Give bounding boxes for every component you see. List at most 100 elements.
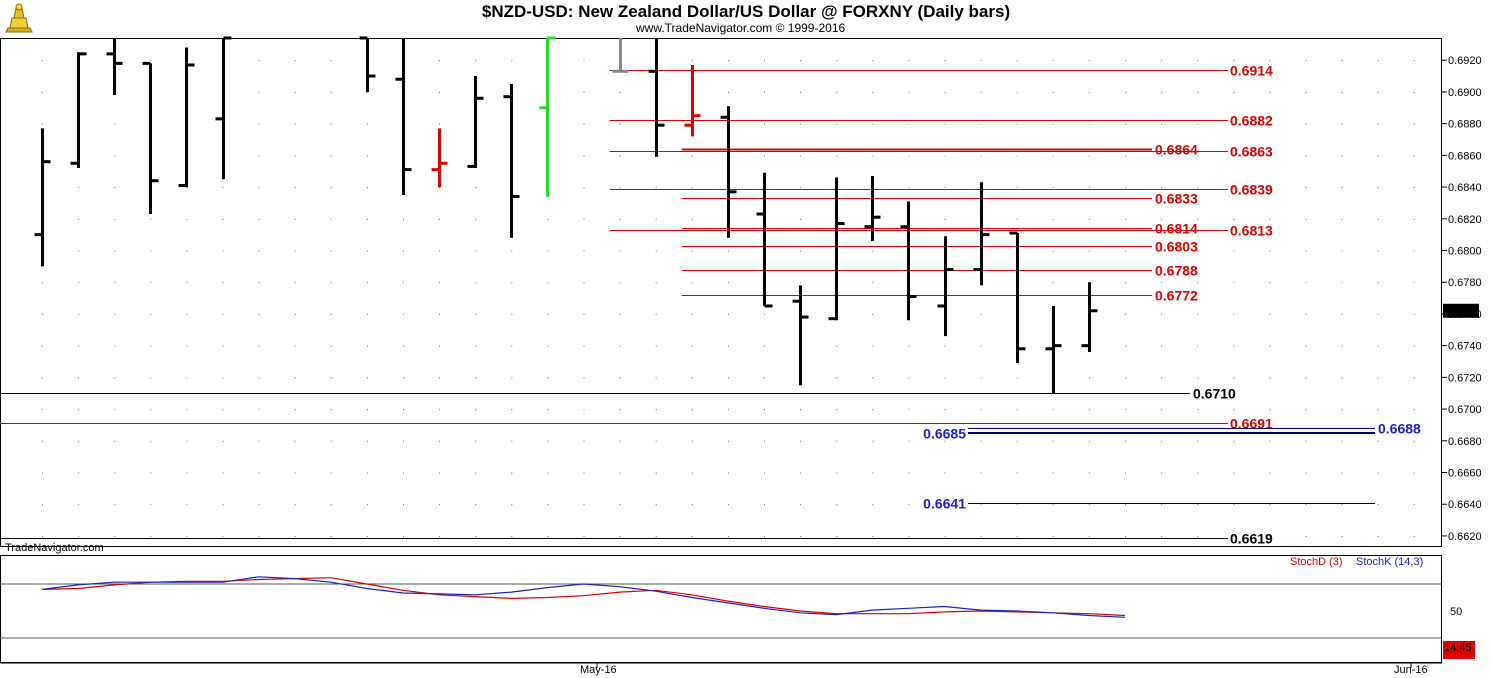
grid-dot — [258, 313, 260, 315]
grid-dot — [1233, 250, 1235, 252]
grid-dot — [294, 504, 296, 506]
grid-dot — [1125, 472, 1126, 474]
price-bar — [34, 128, 51, 267]
grid-dot — [1305, 409, 1307, 411]
grid-dot — [403, 504, 404, 506]
grid-dot — [655, 472, 657, 474]
grid-dot — [727, 345, 729, 347]
grid-dot — [114, 345, 116, 347]
grid-dot — [1341, 535, 1343, 537]
price-bar — [973, 182, 990, 286]
grid-dot — [78, 218, 80, 220]
grid-dot — [547, 313, 549, 315]
grid-dot — [366, 409, 368, 411]
grid-dot — [691, 377, 693, 379]
grid-dot — [872, 535, 874, 537]
grid-dot — [1161, 91, 1163, 93]
grid-dot — [1161, 504, 1163, 506]
grid-dot — [944, 123, 946, 125]
grid-dot — [1269, 377, 1271, 379]
grid-dot — [1088, 187, 1090, 189]
stochastic-last-tag — [1443, 641, 1475, 659]
grid-dot — [1233, 155, 1235, 157]
grid-dot — [258, 504, 260, 506]
grid-dot — [1233, 218, 1235, 220]
grid-dot — [980, 123, 982, 125]
grid-dot — [980, 440, 982, 442]
grid-dot — [294, 155, 296, 157]
grid-dot — [366, 440, 368, 442]
grid-dot — [294, 345, 296, 347]
grid-dot — [872, 409, 874, 411]
grid-dot — [1125, 187, 1126, 189]
grid-dot — [439, 409, 441, 411]
grid-dot — [330, 187, 332, 189]
grid-dot — [330, 409, 332, 411]
grid-dot — [1052, 123, 1054, 125]
grid-dot — [294, 377, 296, 379]
grid-dot — [1161, 535, 1163, 537]
price-level-label: 0.6710 — [1193, 386, 1236, 402]
grid-dot — [1088, 218, 1090, 220]
grid-dot — [727, 282, 729, 284]
grid-dot — [186, 504, 188, 506]
grid-dot — [1341, 377, 1343, 379]
grid-dot — [800, 218, 802, 220]
grid-dot — [800, 250, 802, 252]
grid-dot — [727, 409, 729, 411]
grid-dot — [1016, 377, 1018, 379]
grid-dot — [114, 409, 116, 411]
grid-dot — [114, 250, 116, 252]
grid-dot — [691, 218, 693, 220]
price-axis-label: 0.6780 — [1448, 277, 1482, 289]
grid-dot — [547, 345, 549, 347]
stochastic-series-line — [41, 577, 1126, 617]
price-level-label: 0.6688 — [1378, 421, 1421, 437]
grid-dot — [944, 504, 946, 506]
grid-dot — [836, 409, 838, 411]
grid-dot — [1269, 313, 1271, 315]
price-level-label: 0.6641 — [923, 496, 966, 512]
grid-dot — [78, 472, 80, 474]
grid-dot — [944, 187, 946, 189]
grid-dot — [583, 250, 585, 252]
grid-dot — [1305, 60, 1307, 62]
grid-dot — [872, 377, 874, 379]
grid-dot — [800, 440, 802, 442]
grid-dot — [1088, 377, 1090, 379]
grid-dot — [1413, 155, 1415, 157]
grid-dot — [547, 504, 549, 506]
price-axis-label: 0.6820 — [1448, 214, 1482, 226]
grid-dot — [1052, 282, 1054, 284]
grid-dot — [908, 504, 910, 506]
grid-dot — [294, 60, 296, 62]
grid-dot — [1161, 440, 1163, 442]
stochastic-legend-k: StochK (14,3) — [1356, 556, 1423, 568]
grid-dot — [1161, 250, 1163, 252]
grid-dot — [944, 472, 946, 474]
grid-dot — [691, 535, 693, 537]
grid-dot — [78, 440, 80, 442]
grid-dot — [186, 377, 188, 379]
grid-dot — [1269, 155, 1271, 157]
grid-dot — [1052, 155, 1054, 157]
grid-dot — [258, 345, 260, 347]
price-bar — [215, 36, 232, 180]
grid-dot — [1016, 91, 1018, 93]
grid-dot — [1269, 60, 1271, 62]
grid-dot — [1161, 472, 1163, 474]
grid-dot — [258, 535, 260, 537]
grid-dot — [764, 155, 765, 157]
grid-dot — [727, 313, 729, 315]
grid-dot — [78, 504, 80, 506]
grid-dot — [583, 123, 585, 125]
grid-dot — [1197, 60, 1199, 62]
grid-dot — [114, 535, 116, 537]
grid-dot — [1197, 345, 1199, 347]
grid-dot — [222, 282, 224, 284]
grid-dot — [1305, 472, 1307, 474]
grid-dot — [655, 282, 657, 284]
grid-dot — [403, 440, 404, 442]
grid-dot — [800, 409, 802, 411]
